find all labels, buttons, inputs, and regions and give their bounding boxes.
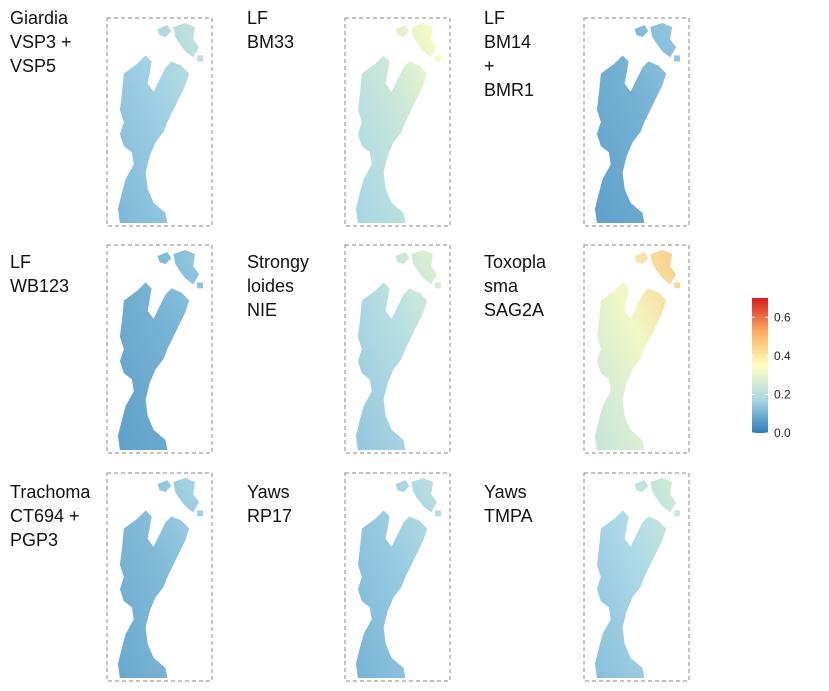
panel-label: LF BM14 + BMR1 <box>484 8 534 100</box>
colorbar-tick-label: 0.2 <box>774 387 791 401</box>
panel-label-line: Giardia <box>10 8 69 28</box>
panel-label-line: BMR1 <box>484 80 534 100</box>
map-panel-7: Trachoma CT694 + PGP3 <box>10 472 213 682</box>
panel-label-line: loides <box>247 276 294 296</box>
panel-label-line: LF <box>247 8 268 28</box>
panel-label: Strongy loides NIE <box>247 252 309 320</box>
land-surface <box>117 478 204 678</box>
map-panel-3: LF BM14 + BMR1 <box>484 8 690 227</box>
panel-frame <box>583 472 690 682</box>
panel-label: Trachoma CT694 + PGP3 <box>10 482 91 550</box>
map-panel-8: Yaws RP17 <box>247 472 451 682</box>
panel-label-line: RP17 <box>247 506 292 526</box>
map-panel-2: LF BM33 <box>247 8 451 227</box>
panel-frame <box>106 472 213 682</box>
panel-label-line: LF <box>10 252 31 272</box>
panel-label-line: SAG2A <box>484 300 544 320</box>
map-panel-9: Yaws TMPA <box>484 472 690 682</box>
panel-label-line: BM14 <box>484 32 531 52</box>
colorbar-ramp <box>752 298 768 433</box>
land-surface <box>594 23 681 223</box>
panel-frame <box>106 17 213 227</box>
land-surface <box>594 478 681 678</box>
panel-label-line: LF <box>484 8 505 28</box>
panel-label-line: VSP3 + <box>10 32 72 52</box>
colorbar: 0.6 0.4 0.2 0.0 <box>752 298 791 440</box>
panel-frame <box>583 244 690 454</box>
panel-label-line: Toxopla <box>484 252 547 272</box>
colorbar-tick-label: 0.4 <box>774 349 791 363</box>
panel-label-line: VSP5 <box>10 56 56 76</box>
panel-label-line: TMPA <box>484 506 533 526</box>
land-surface <box>594 250 681 450</box>
panel-label-line: PGP3 <box>10 530 58 550</box>
land-surface <box>355 250 442 450</box>
panel-label: Yaws RP17 <box>247 482 292 526</box>
map-panel-4: LF WB123 <box>10 244 213 454</box>
map-panel-1: Giardia VSP3 + VSP5 <box>10 8 213 227</box>
map-panel-6: Toxopla sma SAG2A <box>484 244 690 454</box>
panel-frame <box>106 244 213 454</box>
panel-label-line: + <box>484 56 495 76</box>
panel-label-line: sma <box>484 276 519 296</box>
colorbar-tick-label: 0.0 <box>774 426 791 440</box>
land-surface <box>117 250 204 450</box>
land-surface <box>117 23 204 223</box>
land-surface <box>355 23 442 223</box>
panel-frame <box>344 472 451 682</box>
panel-label: Toxopla sma SAG2A <box>484 252 547 320</box>
panel-label-line: WB123 <box>10 276 69 296</box>
panel-frame <box>344 244 451 454</box>
panel-frame <box>583 17 690 227</box>
map-panel-5: Strongy loides NIE <box>247 244 451 454</box>
panel-label-line: BM33 <box>247 32 294 52</box>
panel-label-line: CT694 + <box>10 506 80 526</box>
panel-label-line: NIE <box>247 300 277 320</box>
panel-label-line: Yaws <box>247 482 290 502</box>
panel-label: LF BM33 <box>247 8 294 52</box>
panel-frame <box>344 17 451 227</box>
panel-label-line: Yaws <box>484 482 527 502</box>
panel-label: LF WB123 <box>10 252 69 296</box>
panel-label-line: Trachoma <box>10 482 91 502</box>
land-surface <box>355 478 442 678</box>
panel-label-line: Strongy <box>247 252 309 272</box>
panel-label: Yaws TMPA <box>484 482 533 526</box>
panel-label: Giardia VSP3 + VSP5 <box>10 8 72 76</box>
colorbar-tick-label: 0.6 <box>774 310 791 324</box>
